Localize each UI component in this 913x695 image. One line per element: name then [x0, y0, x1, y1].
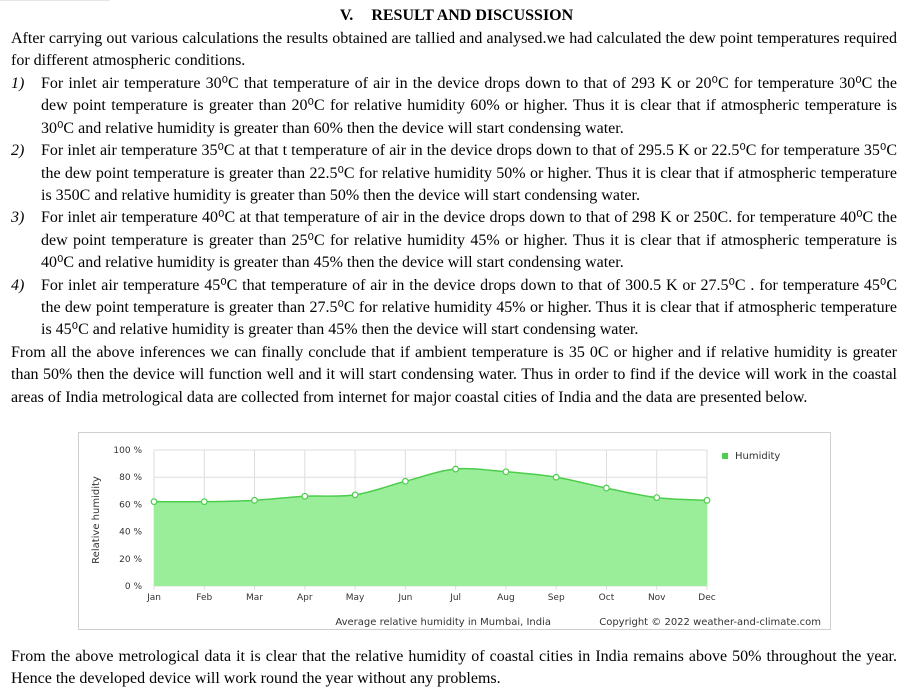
humidity-point: [351, 491, 359, 499]
humidity-point: [200, 498, 208, 506]
x-tick-label: Nov: [648, 593, 666, 603]
list-item-text: For inlet air temperature 35⁰C at that t…: [41, 142, 897, 205]
humidity-point: [452, 465, 460, 473]
list-item-number: 3): [11, 209, 25, 227]
humidity-point: [301, 492, 309, 500]
section-heading: V. RESULT AND DISCUSSION: [0, 7, 913, 25]
humidity-point: [401, 477, 409, 485]
x-tick-label: Dec: [698, 593, 715, 603]
x-tick-label: Jul: [449, 593, 461, 603]
humidity-chart: 0 % 20 % 40 % 60 % 80 % 100 % Jan Feb Mar Apr May…: [78, 432, 831, 630]
x-tick-label: Apr: [297, 593, 313, 603]
x-tick-label: Oct: [599, 593, 615, 603]
y-tick-label: 60 %: [119, 500, 142, 510]
y-tick-label: 20 %: [119, 555, 142, 565]
x-tick-label: Jun: [397, 593, 412, 603]
x-tick-label: Aug: [497, 593, 515, 603]
x-tick-label: Sep: [548, 593, 565, 603]
humidity-point: [603, 484, 610, 492]
chart-caption: Average relative humidity in Mumbai, Ind…: [335, 617, 551, 628]
conclusion-paragraph: From all the above inferences we can fin…: [11, 344, 897, 406]
section-number: V.: [339, 7, 354, 24]
list-item: 4) For inlet air temperature 45⁰C that t…: [11, 275, 897, 342]
y-tick-labels: 0 % 20 % 40 % 60 % 80 % 100 %: [113, 446, 142, 592]
y-tick-label: 100 %: [113, 446, 142, 456]
y-tick-label: 80 %: [119, 473, 142, 483]
x-tick-label: Mar: [246, 593, 263, 603]
x-tick-label: May: [346, 593, 365, 603]
humidity-point: [552, 473, 560, 481]
legend-label: Humidity: [735, 451, 780, 462]
x-tick-labels: Jan Feb Mar Apr May Jun Jul Aug Sep Oct Nov Dec: [146, 593, 716, 603]
y-axis-label: Relative humidity: [91, 476, 102, 564]
y-tick-label: 0 %: [125, 582, 143, 592]
legend-swatch: [722, 453, 728, 459]
humidity-line: [153, 467, 708, 503]
list-item-text: For inlet air temperature 45⁰C that temp…: [41, 276, 897, 339]
top-rule: [0, 0, 110, 1]
section-title: RESULT AND DISCUSSION: [371, 7, 574, 24]
humidity-point: [251, 496, 258, 504]
intro-paragraph: After carrying out various calculations …: [11, 30, 897, 70]
final-paragraph: From the above metrological data it is c…: [11, 648, 897, 688]
x-tick-label: Jan: [146, 593, 161, 603]
list-item: 1) For inlet air temperature 30⁰C that t…: [11, 73, 897, 140]
list-item-number: 4): [11, 276, 25, 294]
list-item-number: 2): [11, 142, 25, 160]
humidity-point: [150, 498, 158, 506]
humidity-area: [154, 468, 707, 586]
list-item-text: For inlet air temperature 40⁰C at that t…: [41, 209, 897, 272]
humidity-points: [150, 465, 711, 506]
chart-copyright: Copyright © 2022 weather-and-climate.com: [599, 617, 821, 628]
list-item-text: For inlet air temperature 30⁰C that temp…: [41, 75, 897, 137]
humidity-point: [703, 496, 711, 504]
humidity-point: [502, 468, 510, 476]
x-tick-label: Feb: [196, 593, 212, 603]
y-tick-label: 40 %: [119, 528, 142, 538]
results-list: 1) For inlet air temperature 30⁰C that t…: [11, 73, 897, 342]
list-item-number: 1): [11, 75, 25, 92]
humidity-point: [653, 494, 661, 501]
list-item: 3) For inlet air temperature 40⁰C at tha…: [11, 207, 897, 274]
list-item: 2) For inlet air temperature 35⁰C at tha…: [11, 140, 897, 207]
chart-canvas: 0 % 20 % 40 % 60 % 80 % 100 % Jan Feb Mar Apr May…: [78, 432, 831, 630]
